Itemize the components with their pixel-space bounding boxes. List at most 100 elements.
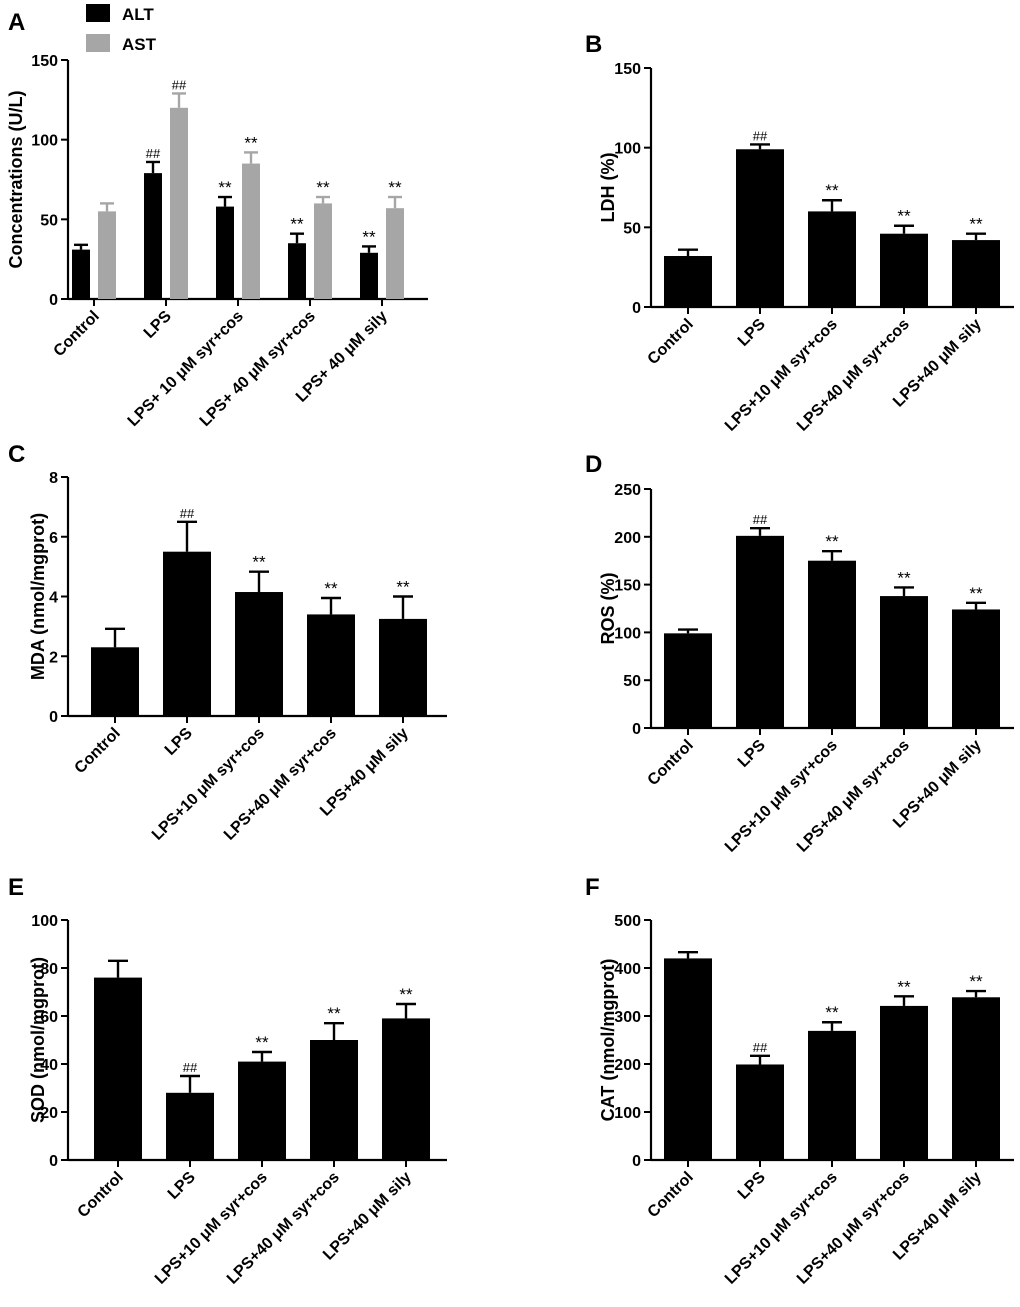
significance-marker: ** xyxy=(388,178,402,197)
significance-marker: ** xyxy=(897,977,911,996)
x-tick-label: LPS+ 10 μM syr+cos xyxy=(125,308,247,430)
panel-letter: E xyxy=(8,874,24,901)
bar xyxy=(386,208,404,299)
panel-letter: B xyxy=(585,31,602,58)
x-tick-label: LPS xyxy=(141,308,175,342)
y-tick-label: 4 xyxy=(49,590,58,607)
y-tick-label: 150 xyxy=(614,578,641,595)
significance-marker: ** xyxy=(969,972,983,991)
bar xyxy=(72,249,90,299)
bar xyxy=(379,618,427,716)
y-tick-label: 500 xyxy=(614,913,641,930)
bar xyxy=(91,647,139,716)
y-axis-label: ROS (%) xyxy=(598,572,618,644)
hash-marker: ## xyxy=(753,1040,768,1055)
bar xyxy=(664,256,712,307)
y-tick-label: 300 xyxy=(614,1009,641,1026)
bar xyxy=(144,173,162,299)
panel-letter: C xyxy=(8,441,25,468)
x-tick-label: Control xyxy=(645,737,697,789)
y-tick-label: 50 xyxy=(40,212,58,229)
bar xyxy=(166,1092,214,1160)
bar xyxy=(664,958,712,1160)
x-tick-label: Control xyxy=(75,1169,127,1221)
bar xyxy=(808,211,856,307)
bar xyxy=(736,535,784,728)
panel-letter: A xyxy=(8,9,25,36)
significance-marker: ** xyxy=(244,133,258,152)
y-tick-label: 400 xyxy=(614,961,641,978)
x-tick-label: LPS xyxy=(165,1169,199,1203)
significance-marker: ** xyxy=(290,215,304,234)
y-axis-label: MDA (nmol/mgprot) xyxy=(28,513,48,680)
hash-marker: ## xyxy=(183,1060,198,1075)
panel-a: A 0 50 100 150 Concentrations (U/L) Control LPS… xyxy=(6,4,428,430)
x-tick-label: LPS xyxy=(735,316,769,350)
bar xyxy=(880,596,928,728)
significance-marker: ** xyxy=(396,578,410,597)
bar xyxy=(216,206,234,299)
panel-letter: F xyxy=(585,874,600,901)
y-tick-label: 100 xyxy=(614,141,641,158)
panel-f: F 0 100 200 300 400 500 CAT (nmol/mgprot) Contro… xyxy=(585,874,1014,1288)
legend-label: ALT xyxy=(122,5,154,24)
y-tick-label: 200 xyxy=(614,530,641,547)
y-tick-label: 0 xyxy=(49,292,58,309)
significance-marker: ** xyxy=(825,1003,839,1022)
y-tick-label: 0 xyxy=(632,300,641,317)
y-tick-label: 40 xyxy=(40,1057,58,1074)
x-tick-label: LPS xyxy=(735,1169,769,1203)
bar xyxy=(360,252,378,299)
significance-marker: ** xyxy=(255,1033,269,1052)
y-tick-label: 250 xyxy=(614,482,641,499)
bar xyxy=(952,997,1000,1160)
panel-e: E 0 20 40 60 80 100 SOD (nmol/mgprot) Control LPS… xyxy=(8,874,447,1288)
hash-marker: ## xyxy=(146,146,161,161)
significance-marker: ** xyxy=(324,579,338,598)
y-axis-label: CAT (nmol/mgprot) xyxy=(598,959,618,1122)
legend-swatch xyxy=(86,34,110,52)
bar xyxy=(736,149,784,307)
hash-marker: ## xyxy=(180,506,195,521)
y-tick-label: 0 xyxy=(49,709,58,726)
bar xyxy=(314,203,332,299)
hash-marker: ## xyxy=(753,128,768,143)
bar xyxy=(238,1061,286,1160)
x-tick-label: Control xyxy=(72,725,124,777)
bar xyxy=(952,240,1000,307)
significance-marker: ** xyxy=(825,532,839,551)
bar xyxy=(664,633,712,728)
y-tick-label: 50 xyxy=(623,673,641,690)
significance-marker: ** xyxy=(897,207,911,226)
y-tick-label: 100 xyxy=(614,625,641,642)
x-tick-label: Control xyxy=(645,316,697,368)
y-tick-label: 0 xyxy=(632,1153,641,1170)
y-tick-label: 200 xyxy=(614,1057,641,1074)
y-tick-label: 150 xyxy=(31,53,58,70)
hash-marker: ## xyxy=(753,512,768,527)
x-tick-label: LPS xyxy=(162,725,196,759)
y-axis-label: Concentrations (U/L) xyxy=(6,90,26,268)
y-axis-label: SOD (nmol/mgprot) xyxy=(28,957,48,1123)
significance-marker: ** xyxy=(825,181,839,200)
y-tick-label: 100 xyxy=(31,133,58,150)
panel-letter: D xyxy=(585,451,602,478)
significance-marker: ** xyxy=(316,178,330,197)
y-tick-label: 100 xyxy=(614,1105,641,1122)
bar xyxy=(242,163,260,299)
bar xyxy=(170,107,188,299)
y-axis-label: LDH (%) xyxy=(598,153,618,223)
y-tick-label: 0 xyxy=(632,721,641,738)
bar xyxy=(880,1005,928,1160)
y-tick-label: 150 xyxy=(614,61,641,78)
significance-marker: ** xyxy=(897,568,911,587)
bar xyxy=(310,1040,358,1160)
significance-marker: ** xyxy=(252,553,266,572)
significance-marker: ** xyxy=(218,178,232,197)
bar xyxy=(880,233,928,307)
bar xyxy=(808,560,856,728)
